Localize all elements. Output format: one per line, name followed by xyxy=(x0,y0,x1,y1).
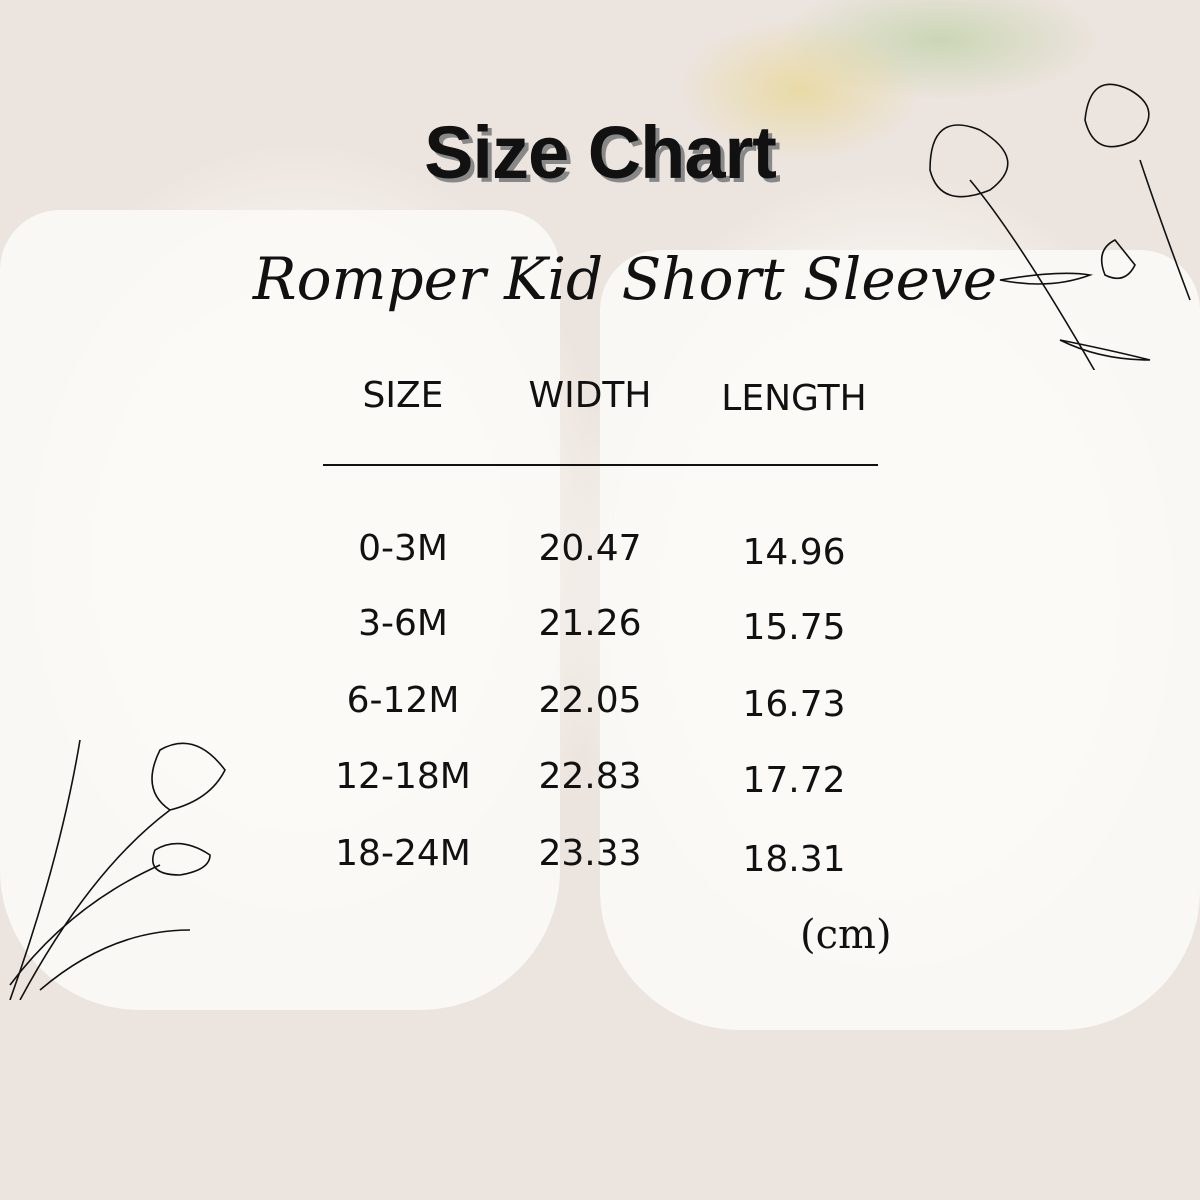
table-cell-length: 18.31 xyxy=(742,839,846,880)
table-cell-width: 22.05 xyxy=(538,680,642,721)
table-cell-width: 23.33 xyxy=(538,833,642,874)
table-cell-width: 22.83 xyxy=(538,756,642,797)
table-cell-length: 15.75 xyxy=(742,607,846,648)
table-cell-size: 6-12M xyxy=(346,680,460,721)
header-width: WIDTH xyxy=(528,375,652,416)
flower-sketch-top-right-icon xyxy=(929,83,1191,370)
page-title: Size Chart xyxy=(424,111,777,194)
unit-label: (cm) xyxy=(800,912,892,958)
table-cell-length: 17.72 xyxy=(742,760,846,801)
table-cell-width: 21.26 xyxy=(538,603,642,644)
romper-left-image xyxy=(0,210,560,1010)
table-cell-length: 16.73 xyxy=(742,684,846,725)
table-cell-size: 18-24M xyxy=(335,833,471,874)
header-length: LENGTH xyxy=(721,378,867,419)
tulip-sketch-bottom-left-icon xyxy=(9,739,226,1000)
subtitle: Romper Kid Short Sleeve xyxy=(252,245,998,313)
table-cell-size: 3-6M xyxy=(358,603,448,644)
romper-right-image xyxy=(600,250,1200,1030)
table-cell-size: 0-3M xyxy=(358,528,448,569)
header-divider xyxy=(323,464,878,466)
table-cell-width: 20.47 xyxy=(538,528,642,569)
table-cell-size: 12-18M xyxy=(335,756,471,797)
header-size: SIZE xyxy=(362,375,444,416)
table-cell-length: 14.96 xyxy=(742,532,846,573)
